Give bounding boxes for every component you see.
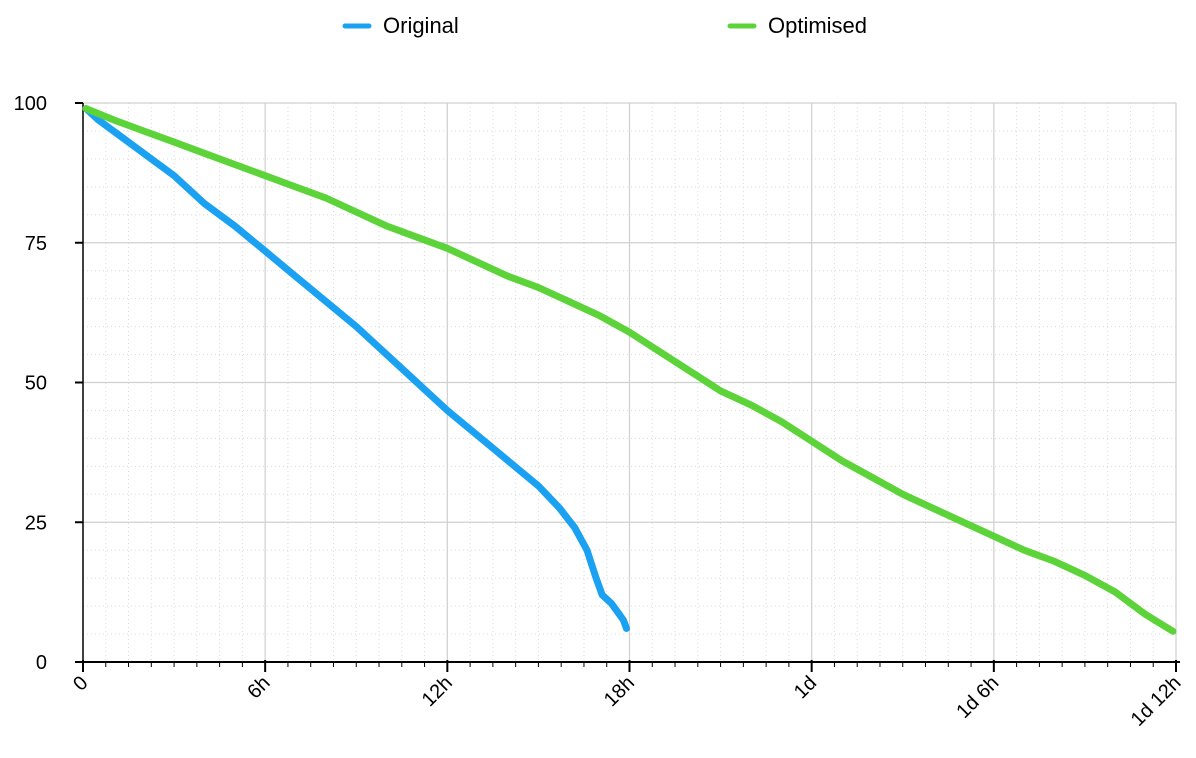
series-lines bbox=[82, 105, 1177, 635]
x-tick-label: 1d 12h bbox=[1127, 672, 1186, 731]
major-grid bbox=[83, 102, 1177, 662]
series-line-optimised bbox=[82, 105, 1177, 635]
y-tick-label: 75 bbox=[25, 233, 47, 255]
y-tick-label: 0 bbox=[36, 652, 47, 674]
x-tick-label: 1d bbox=[790, 672, 821, 703]
x-tick-label: 6h bbox=[243, 672, 274, 703]
legend-label-original: Original bbox=[383, 13, 459, 38]
x-tick-label: 0 bbox=[69, 672, 92, 695]
x-tick-label: 18h bbox=[600, 672, 639, 711]
y-tick-label: 25 bbox=[25, 512, 47, 534]
y-tick-label: 100 bbox=[14, 93, 47, 115]
x-tick-label: 12h bbox=[418, 672, 457, 711]
legend-label-optimised: Optimised bbox=[768, 13, 867, 38]
x-tick-label: 1d 6h bbox=[952, 672, 1003, 723]
y-tick-label: 50 bbox=[25, 373, 47, 395]
series-line-original bbox=[82, 105, 630, 632]
legend: Original Optimised bbox=[342, 13, 867, 38]
